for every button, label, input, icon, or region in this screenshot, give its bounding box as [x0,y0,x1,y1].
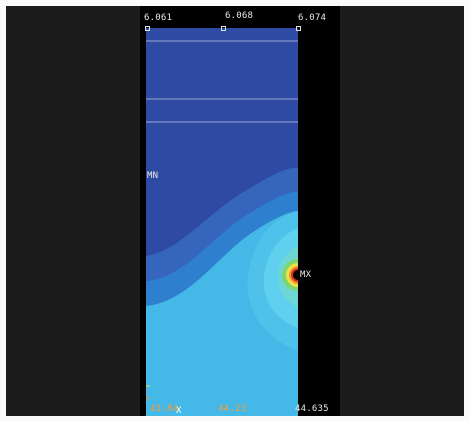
top-left-value: 6.061 [144,13,173,23]
right-dark-panel [340,6,464,416]
contour-plot-viewport[interactable]: 6.061 6.068 6.074 MN MX 43.84 44.23 44.6… [140,6,340,416]
right-black-mask [298,28,340,416]
top-right-value: 6.074 [298,13,327,23]
node-marker-left [145,26,150,31]
node-marker-center [221,26,226,31]
bottom-left-value: 43.84 [150,404,179,414]
bottom-right-value: 44.635 [295,404,329,414]
bottom-center-value: 44.23 [218,404,247,414]
node-marker-right [296,26,301,31]
contour-plot-canvas [140,6,340,416]
min-marker: MN [147,171,159,181]
max-marker: MX [300,270,312,280]
top-center-value: 6.068 [225,11,254,21]
left-dark-panel [6,6,146,416]
axis-marker: X [176,406,182,416]
